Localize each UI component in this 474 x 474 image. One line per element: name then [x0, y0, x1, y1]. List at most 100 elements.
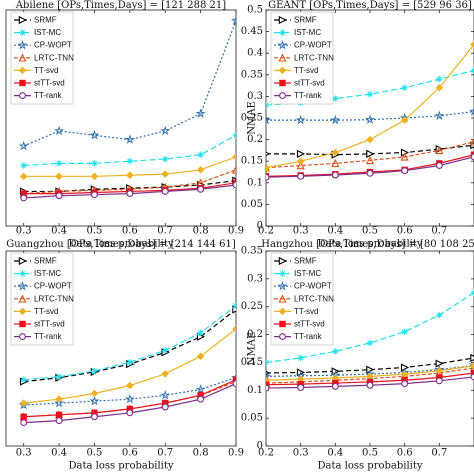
- marker-ist-mc: [232, 132, 236, 139]
- legend-label-sttt-svd: stTT-svd: [294, 79, 325, 88]
- chart-panel-4: 0.2 0.3 0.4 0.5 0.6 0.7 0 0.05 0.1 0.15 0.2 0.25 0.3…: [241, 239, 474, 472]
- marker-tt-svd: [366, 135, 374, 144]
- x-tick-label: 0.5: [87, 448, 103, 459]
- y-tick-label: 0: [257, 221, 263, 232]
- marker-lrtc-tnn: [296, 161, 305, 170]
- marker-ist-mc: [20, 162, 27, 169]
- legend-label-srmf: SRMF: [294, 16, 317, 25]
- marker-tt-svd: [55, 395, 63, 403]
- marker-cp-wopt: [160, 125, 171, 136]
- marker-tt-rank: [435, 162, 443, 169]
- marker-srmf: [278, 15, 287, 25]
- marker-ist-mc: [232, 302, 236, 309]
- x-tick-label: 0.6: [122, 448, 138, 459]
- marker-tt-svd: [90, 389, 99, 398]
- marker-cp-wopt: [54, 397, 65, 408]
- y-tick-label: 0.3: [247, 273, 263, 284]
- marker-srmf: [18, 15, 27, 25]
- x-tick-label: 0.3: [293, 226, 309, 237]
- marker-tt-rank: [435, 377, 443, 385]
- marker-lrtc-tnn: [469, 137, 474, 146]
- marker-tt-svd: [278, 66, 287, 75]
- marker-tt-svd: [400, 116, 409, 124]
- marker-cp-wopt: [468, 106, 474, 116]
- marker-cp-wopt: [295, 114, 306, 125]
- chart-title: Hangzhou [OPs,Times,Days] = [80 108 25]: [261, 239, 474, 250]
- x-tick-label: 0.2: [258, 448, 274, 459]
- legend-label-tt-rank: TT-rank: [34, 91, 63, 100]
- marker-ist-mc: [55, 373, 63, 380]
- marker-ist-mc: [162, 347, 169, 354]
- marker-lrtc-tnn: [231, 165, 236, 174]
- legend: SRMF IST-MC CP-WOPT LRTC-TNN TT-svd stTT-svd T…: [10, 252, 74, 346]
- marker-tt-rank: [232, 181, 236, 189]
- marker-ist-mc: [332, 348, 339, 355]
- marker-srmf: [266, 151, 271, 157]
- legend-label-lrtc-tnn: LRTC-TNN: [34, 53, 74, 62]
- marker-tt-rank: [19, 92, 26, 100]
- y-tick-label: 0.35: [241, 69, 263, 80]
- y-tick-label: 0.1: [247, 385, 263, 396]
- marker-tt-svd: [18, 307, 27, 316]
- y-tick-label: 0.3: [247, 91, 263, 102]
- y-tick-label: 0.05: [241, 413, 263, 424]
- legend-label-srmf: SRMF: [294, 257, 317, 266]
- marker-cp-wopt: [195, 108, 206, 118]
- y-tick-label: 0.15: [241, 156, 263, 167]
- marker-tt-rank: [331, 171, 339, 179]
- marker-tt-rank: [91, 191, 98, 199]
- chart-title: GEANT [OPs,Times,Days] = [529 96 36]: [268, 0, 472, 11]
- legend: SRMF IST-MC CP-WOPT LRTC-TNN TT-svd stTT-svd T…: [270, 252, 334, 346]
- marker-lrtc-tnn: [18, 294, 27, 303]
- marker-cp-wopt: [434, 110, 445, 121]
- marker-lrtc-tnn: [278, 53, 287, 62]
- marker-tt-rank: [470, 153, 474, 161]
- marker-ist-mc: [401, 84, 408, 91]
- marker-tt-rank: [266, 384, 270, 392]
- series-line-lrtc-tnn: [266, 141, 474, 169]
- marker-tt-rank: [401, 167, 409, 175]
- marker-tt-svd: [126, 171, 134, 180]
- marker-tt-rank: [266, 173, 270, 181]
- x-tick-label: 0.5: [362, 226, 378, 237]
- marker-cp-wopt: [18, 140, 29, 151]
- legend-label-ist-mc: IST-MC: [34, 28, 61, 37]
- legend-label-lrtc-tnn: LRTC-TNN: [294, 53, 334, 62]
- y-tick-label: 0.45: [241, 26, 263, 37]
- legend-label-cp-wopt: CP-WOPT: [294, 282, 332, 291]
- marker-tt-svd: [232, 153, 236, 161]
- marker-lrtc-tnn: [331, 158, 340, 168]
- y-tick-label: 0: [257, 441, 263, 452]
- y-tick-label: 0.5: [247, 5, 263, 16]
- marker-cp-wopt: [160, 390, 171, 400]
- marker-tt-rank: [366, 169, 374, 177]
- marker-cp-wopt: [468, 359, 474, 370]
- legend-label-sttt-svd: stTT-svd: [34, 320, 65, 329]
- marker-sttt-svd: [279, 79, 286, 87]
- y-tick-label: 0.15: [241, 357, 263, 368]
- marker-tt-rank: [279, 92, 286, 100]
- chart-panel-3: 0.3 0.4 0.5 0.6 0.7 0.8 0.9 Guangzhou [OPs,Time…: [5, 239, 244, 472]
- x-tick-label: 0.8: [193, 448, 209, 459]
- x-tick-label: 0.4: [327, 448, 343, 459]
- legend-label-tt-rank: TT-rank: [294, 91, 323, 100]
- marker-srmf: [18, 256, 27, 266]
- x-tick-label: 0.3: [16, 448, 32, 459]
- marker-tt-rank: [279, 333, 286, 341]
- legend-label-cp-wopt: CP-WOPT: [34, 41, 72, 50]
- legend-label-tt-svd: TT-svd: [34, 307, 58, 316]
- x-tick-label: 0.7: [431, 448, 447, 459]
- x-tick-label: 0.4: [327, 226, 343, 237]
- marker-cp-wopt: [330, 114, 341, 125]
- marker-ist-mc: [366, 339, 374, 347]
- marker-cp-wopt: [124, 134, 135, 144]
- plot-area: [266, 40, 474, 181]
- marker-ist-mc: [436, 311, 443, 319]
- legend: SRMF IST-MC CP-WOPT LRTC-TNN TT-svd stTT-svd T…: [10, 11, 74, 105]
- marker-tt-rank: [20, 419, 28, 427]
- marker-tt-svd: [161, 370, 169, 378]
- marker-srmf: [470, 353, 474, 363]
- marker-lrtc-tnn: [278, 294, 287, 303]
- marker-sttt-svd: [20, 413, 27, 420]
- legend-label-tt-rank: TT-rank: [294, 332, 323, 341]
